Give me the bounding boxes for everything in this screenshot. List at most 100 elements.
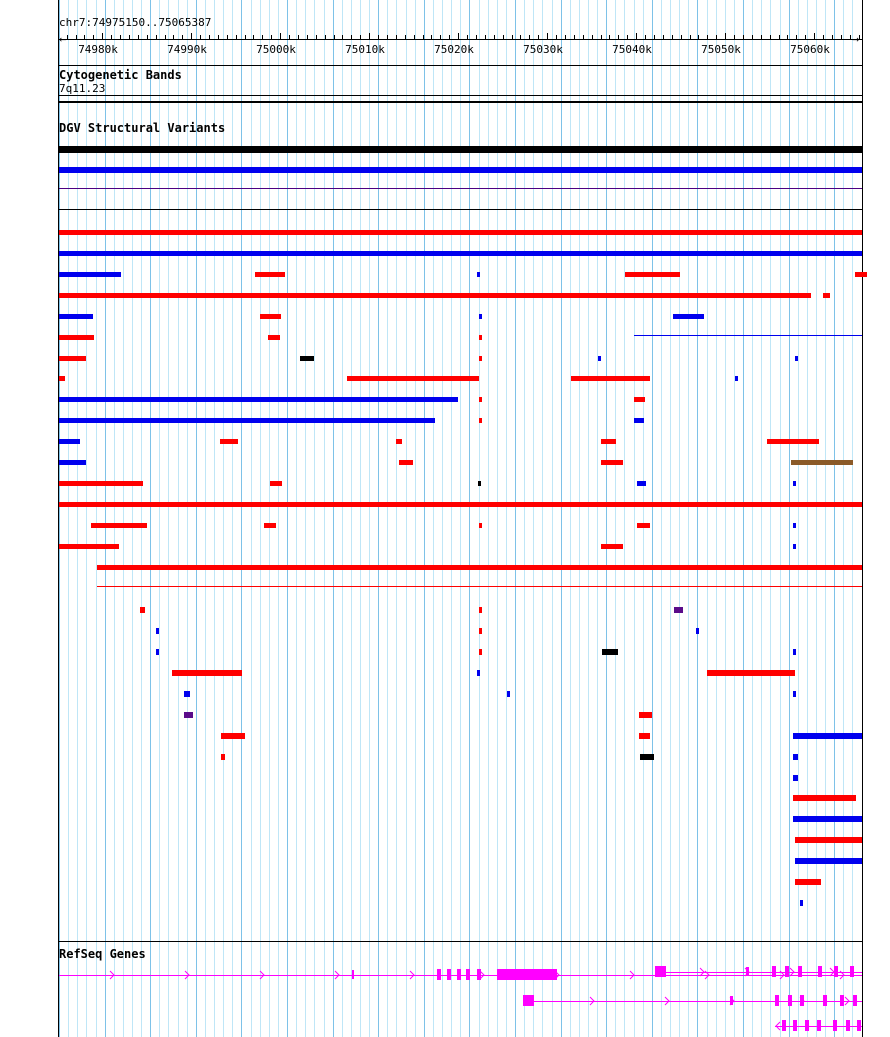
dgv-variant-bar[interactable] [59,166,862,173]
dgv-variant-bar[interactable] [347,376,479,382]
dgv-variant-bar[interactable] [59,313,93,319]
dgv-variant-bar[interactable] [793,774,798,781]
gene-exon[interactable] [352,970,354,979]
gene-exon[interactable] [772,966,776,977]
dgv-variant-bar[interactable] [673,313,704,319]
dgv-variant-bar[interactable] [793,795,856,802]
dgv-variant-bar[interactable] [59,187,862,189]
dgv-variant-bar[interactable] [637,523,650,529]
dgv-variant-bar[interactable] [59,250,862,256]
dgv-variant-bar[interactable] [396,439,402,445]
dgv-variant-bar[interactable] [59,292,811,298]
dgv-variant-bar[interactable] [220,439,238,445]
dgv-variant-bar[interactable] [793,648,796,655]
dgv-variant-bar[interactable] [639,732,650,739]
gene-exon[interactable] [857,1020,861,1031]
dgv-variant-bar[interactable] [59,397,458,403]
dgv-variant-bar[interactable] [791,460,853,466]
gene-exon[interactable] [805,1020,809,1031]
dgv-variant-bar[interactable] [800,900,803,907]
dgv-variant-bar[interactable] [260,313,281,319]
dgv-variant-bar[interactable] [221,732,245,739]
dgv-variant-bar[interactable] [795,837,862,844]
gene-exon[interactable] [840,995,844,1006]
gene-exon[interactable] [477,969,481,980]
dgv-variant-bar[interactable] [601,460,623,466]
dgv-variant-bar[interactable] [735,376,738,382]
dgv-variant-bar[interactable] [59,334,94,340]
gene-exon[interactable] [775,995,779,1006]
gene-exon[interactable] [788,995,792,1006]
dgv-variant-bar[interactable] [507,690,510,697]
dgv-variant-bar[interactable] [184,711,193,718]
gene-exon[interactable] [746,967,749,976]
gene-exon[interactable] [823,995,827,1006]
dgv-variant-bar[interactable] [479,606,482,613]
gene-exon[interactable] [730,996,733,1005]
gene-exon[interactable] [853,995,857,1006]
dgv-variant-bar[interactable] [479,627,482,634]
dgv-variant-bar[interactable] [59,418,435,424]
dgv-variant-bar[interactable] [59,355,86,361]
dgv-variant-bar[interactable] [795,858,862,865]
dgv-variant-bar[interactable] [793,481,796,487]
dgv-variant-bar[interactable] [793,816,862,823]
dgv-variant-bar[interactable] [601,544,623,549]
dgv-variant-bar[interactable] [634,334,862,336]
dgv-variant-bar[interactable] [793,523,796,529]
dgv-variant-bar[interactable] [399,460,413,466]
dgv-variant-bar[interactable] [823,292,830,298]
dgv-variant-bar[interactable] [270,481,282,487]
dgv-variant-bar[interactable] [634,397,645,403]
dgv-variant-bar[interactable] [793,732,862,739]
gene-exon[interactable] [447,969,451,980]
gene-exon[interactable] [817,1020,821,1031]
dgv-variant-bar[interactable] [602,648,618,655]
dgv-variant-bar[interactable] [97,586,862,587]
dgv-variant-bar[interactable] [479,313,482,319]
dgv-variant-bar[interactable] [59,271,121,277]
dgv-variant-bar[interactable] [264,523,276,529]
dgv-variant-bar[interactable] [479,334,482,340]
dgv-variant-bar[interactable] [639,711,652,718]
dgv-variant-bar[interactable] [795,879,821,886]
dgv-variant-bar[interactable] [140,606,145,613]
dgv-variant-bar[interactable] [59,208,862,210]
gene-exon[interactable] [798,966,802,977]
dgv-variant-bar[interactable] [478,481,481,487]
gene-exon[interactable] [655,966,666,977]
gene-exon[interactable] [818,966,822,977]
gene-exon[interactable] [497,969,557,980]
dgv-variant-bar[interactable] [601,439,616,445]
dgv-variant-bar[interactable] [172,669,242,676]
dgv-variant-bar[interactable] [793,690,796,697]
dgv-variant-bar[interactable] [793,544,796,549]
dgv-variant-bar[interactable] [59,544,119,549]
dgv-variant-bar[interactable] [59,502,862,508]
gene-exon[interactable] [457,969,461,980]
gene-exon[interactable] [523,995,534,1006]
dgv-variant-bar[interactable] [184,690,190,697]
dgv-variant-bar[interactable] [640,753,654,760]
dgv-variant-bar[interactable] [59,460,86,466]
dgv-variant-bar[interactable] [477,271,480,277]
gene-exon[interactable] [833,1020,837,1031]
dgv-variant-bar[interactable] [268,334,280,340]
dgv-variant-bar[interactable] [91,523,147,529]
gene-exon[interactable] [782,1020,786,1031]
dgv-variant-bar[interactable] [479,355,482,361]
dgv-variant-bar[interactable] [707,669,795,676]
dgv-variant-bar[interactable] [59,481,143,487]
dgv-variant-bar[interactable] [767,439,819,445]
dgv-variant-bar[interactable] [221,753,225,760]
dgv-variant-bar[interactable] [674,606,683,613]
gene-exon[interactable] [466,969,470,980]
gene-exon[interactable] [846,1020,850,1031]
dgv-variant-bar[interactable] [598,355,601,361]
dgv-variant-bar[interactable] [855,271,867,277]
dgv-variant-bar[interactable] [59,439,80,445]
dgv-variant-bar[interactable] [156,627,159,634]
dgv-variant-bar[interactable] [255,271,285,277]
gene-exon[interactable] [793,1020,797,1031]
dgv-variant-bar[interactable] [793,753,798,760]
